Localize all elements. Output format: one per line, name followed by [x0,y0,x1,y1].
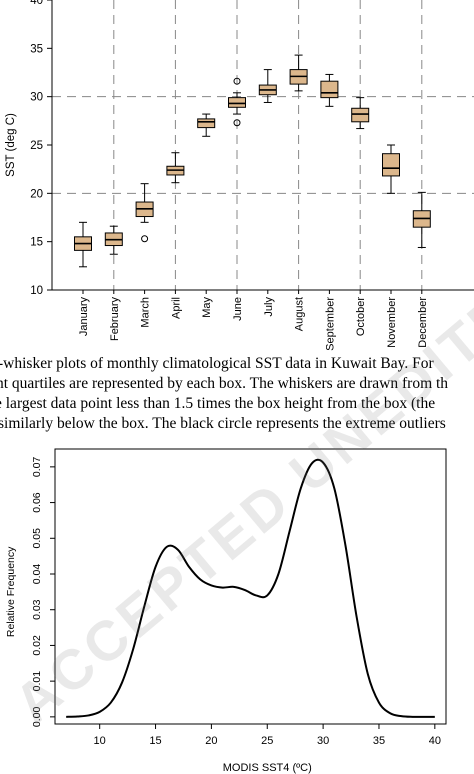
y-tick-label: 30 [30,92,43,104]
x-tick-label-march: March [140,297,152,328]
box-october [351,97,370,130]
y-tick-label: 0.07 [31,456,43,477]
outlier-point [141,235,149,243]
box-august [289,54,308,92]
caption-line-4: similarly below the box. The black circl… [0,415,446,432]
y-tick-label: 0.06 [31,492,43,513]
x-tick-label-january: January [78,297,90,337]
y-tick-label: 20 [30,188,43,200]
x-tick-label-april: April [170,297,182,319]
figure-caption: -whisker plots of monthly climatological… [0,354,474,434]
box-body [228,97,246,108]
y-tick-label: 0.02 [31,635,43,656]
box-may [197,113,216,137]
caption-line-2: nt quartiles are represented by each box… [0,375,449,392]
box-december [412,191,431,248]
y-tick-label: 25 [30,140,43,152]
x-tick-label: 25 [261,735,273,747]
density-curve [66,458,435,718]
box-november [382,144,400,194]
caption-line-3: e largest data point less than 1.5 times… [0,395,436,412]
outlier-point [233,77,241,85]
x-tick-label: 20 [205,735,217,747]
y-tick-label: 35 [30,43,43,55]
box-body [382,153,400,177]
box-june [228,77,246,127]
y-tick-label: 0.05 [31,528,43,549]
y-tick-label: 10 [30,285,43,297]
y-tick-label: 0.03 [31,599,43,620]
box-january [74,221,92,268]
box-body [351,107,370,123]
x-tick-label-november: November [386,297,398,348]
caption-line-1: -whisker plots of monthly climatological… [0,355,434,372]
x-tick-label-february: February [109,297,121,342]
box-september [320,73,339,107]
x-tick-label: 35 [373,735,385,747]
x-tick-label: 10 [94,735,106,747]
y-tick-label: 0.01 [31,671,43,692]
box-february [104,225,123,255]
box-body [320,80,339,99]
x-tick-label-december: December [417,297,429,348]
y-tick-label: 0.04 [31,564,43,585]
x-tick-label-august: August [294,297,306,331]
box-body [197,118,216,129]
y-tick-label: 40 [30,0,43,7]
y-axis-label: Relative Frequency [5,546,17,637]
box-march [135,183,154,243]
x-tick-label: 40 [429,735,441,747]
y-axis-label: SST (deg C) [5,113,17,177]
y-tick-label: 0.00 [31,706,43,727]
x-tick-label-june: June [232,297,244,321]
outlier-point [233,119,241,127]
box-april [166,152,185,184]
x-tick-label-may: May [201,297,213,318]
y-tick-label: 15 [30,237,43,249]
x-tick-label-october: October [355,297,367,336]
x-tick-label: 30 [317,735,329,747]
density-chart: 0.00 0.01 0.02 0.03 0.04 0.05 0.06 0.07 Relative… [5,448,447,774]
x-tick-label: 15 [149,735,161,747]
box-july [258,69,277,103]
boxplot-chart: 10 15 20 25 30 35 40 SST (deg C) January February… [5,0,474,351]
x-axis-label: MODIS SST4 (ºC) [223,762,312,774]
plot-frame [54,448,447,725]
x-tick-label-july: July [263,297,275,317]
x-tick-label-september: September [324,297,336,351]
